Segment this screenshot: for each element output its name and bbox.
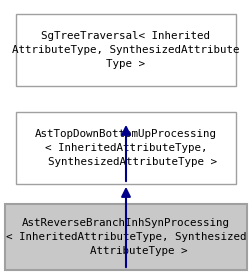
Text: AstTopDownBottomUpProcessing
< InheritedAttributeType,
  SynthesizedAttributeTyp: AstTopDownBottomUpProcessing < Inherited… <box>35 130 216 167</box>
Text: SgTreeTraversal< Inherited
AttributeType, SynthesizedAttribute
Type >: SgTreeTraversal< Inherited AttributeType… <box>12 31 239 68</box>
Text: AstReverseBranchInhSynProcessing
< InheritedAttributeType, Synthesized
    Attri: AstReverseBranchInhSynProcessing < Inher… <box>6 218 245 255</box>
FancyBboxPatch shape <box>5 204 246 270</box>
FancyBboxPatch shape <box>16 112 235 184</box>
FancyBboxPatch shape <box>16 14 235 86</box>
